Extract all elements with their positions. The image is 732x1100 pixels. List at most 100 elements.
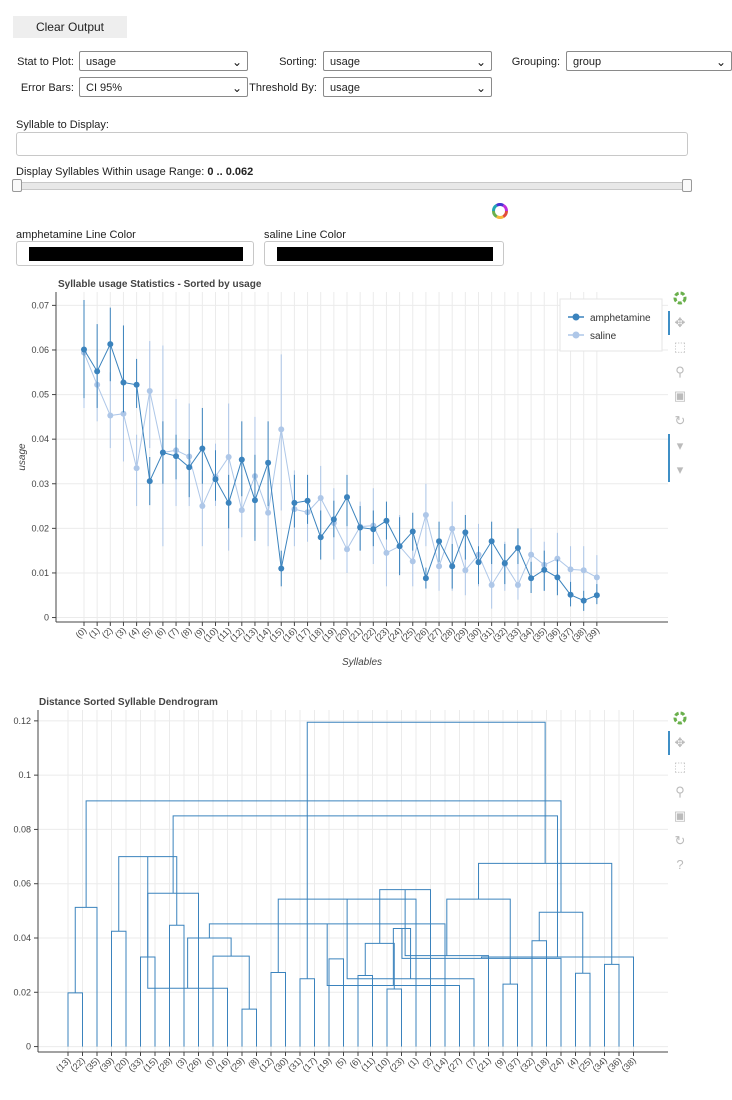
chevron-down-icon: ⌄: [715, 55, 726, 69]
syllable-display-input[interactable]: [16, 132, 688, 156]
data-point: [514, 581, 521, 588]
dendrogram-link: [446, 898, 511, 985]
dendrogram-link: [299, 978, 315, 1047]
range-slider-min-handle[interactable]: [12, 179, 22, 192]
range-slider-track[interactable]: [16, 182, 692, 190]
clear-output-button[interactable]: Clear Output: [13, 16, 127, 38]
hover-icon[interactable]: ▾: [676, 438, 684, 453]
chart-title: Distance Sorted Syllable Dendrogram: [39, 697, 218, 708]
help-icon[interactable]: ?: [676, 857, 684, 872]
amph-color-picker[interactable]: [16, 241, 254, 266]
stat-to-plot-select[interactable]: usage ⌄: [79, 51, 248, 71]
save-icon[interactable]: ▣: [673, 808, 687, 823]
data-point: [580, 597, 587, 604]
dendrogram-link: [328, 958, 344, 1047]
data-point: [475, 559, 482, 566]
data-point: [225, 454, 232, 460]
data-point: [554, 574, 561, 581]
dendrogram-chart[interactable]: Distance Sorted Syllable Dendrogram 0 0.02…: [0, 690, 668, 1100]
legend: amphetamine saline: [559, 298, 663, 352]
error-bars-select[interactable]: CI 95% ⌄: [79, 77, 248, 97]
data-point: [409, 558, 416, 565]
usage-statistics-chart[interactable]: Syllable usage Statistics - Sorted by us…: [0, 272, 668, 672]
active-tool-indicator: [668, 434, 670, 482]
dendrogram-link: [404, 889, 489, 1047]
wheel-zoom-icon[interactable]: ⚲: [675, 364, 685, 379]
data-point: [567, 591, 574, 598]
error-bars-label: Error Bars:: [20, 82, 74, 94]
saline-color-picker[interactable]: [264, 241, 504, 266]
y-tick-label: 0.07: [31, 300, 49, 310]
threshold-by-select[interactable]: usage ⌄: [323, 77, 492, 97]
dendrogram-link: [212, 955, 250, 1047]
wheel-zoom-icon[interactable]: ⚲: [675, 784, 685, 799]
reset-icon[interactable]: ↻: [674, 833, 686, 848]
data-point: [225, 499, 232, 506]
dendrogram-link: [502, 983, 518, 1047]
reset-icon[interactable]: ↻: [674, 413, 686, 428]
bokeh-logo-icon[interactable]: [673, 711, 687, 725]
data-point: [120, 410, 127, 417]
grouping-value: group: [573, 56, 602, 68]
pan-icon[interactable]: ✥: [674, 315, 686, 330]
y-tick-label: 0.03: [31, 479, 49, 489]
data-point: [212, 476, 219, 483]
saline-color-swatch: [277, 247, 493, 261]
data-point: [344, 546, 350, 553]
dendrogram-link: [480, 956, 634, 1047]
range-slider-label: Display Syllables Within usage Range: 0 …: [16, 166, 253, 178]
data-point: [449, 525, 456, 532]
data-point: [107, 412, 114, 419]
dendrogram-link: [364, 942, 395, 990]
dendrogram-link: [270, 971, 286, 1047]
save-icon[interactable]: ▣: [673, 388, 687, 403]
chevron-down-icon: ⌄: [475, 81, 486, 95]
data-point: [422, 575, 429, 582]
legend-label-amphetamine: amphetamine: [590, 313, 651, 324]
dendrogram-link: [241, 1008, 257, 1047]
data-point: [462, 529, 469, 536]
data-point: [330, 516, 337, 523]
data-point: [238, 507, 245, 514]
bokeh-logo-icon[interactable]: [492, 203, 508, 219]
threshold-by-label: Threshold By:: [249, 82, 317, 94]
y-tick-label: 0.04: [13, 933, 31, 943]
leaf-label: (26): [185, 1055, 203, 1073]
legend-label-saline: saline: [590, 331, 617, 342]
data-point: [409, 528, 416, 535]
data-point: [278, 565, 285, 572]
data-point: [81, 346, 87, 353]
dendrogram-link: [386, 988, 402, 1047]
dendrogram-link: [67, 992, 83, 1047]
chevron-down-icon: ⌄: [231, 81, 242, 95]
threshold-by-value: usage: [330, 82, 360, 94]
grouping-select[interactable]: group ⌄: [566, 51, 732, 71]
dendrogram-link: [111, 930, 127, 1047]
leaf-label: (28): [156, 1055, 174, 1073]
data-point: [488, 581, 495, 588]
data-point: [199, 503, 206, 510]
y-tick-label: 0: [44, 613, 49, 623]
data-point: [238, 456, 245, 463]
dendrogram-link: [306, 721, 546, 979]
data-point: [317, 534, 324, 541]
box-zoom-icon[interactable]: ⬚: [673, 759, 687, 774]
range-slider-max-handle[interactable]: [682, 179, 692, 192]
data-point: [528, 575, 535, 582]
hover-icon[interactable]: ▾: [676, 462, 684, 477]
leaf-label: (23): [388, 1055, 406, 1073]
y-tick-label: 0.06: [13, 879, 31, 889]
sorting-value: usage: [330, 56, 360, 68]
pan-icon[interactable]: ✥: [674, 735, 686, 750]
sorting-select[interactable]: usage ⌄: [323, 51, 492, 71]
box-zoom-icon[interactable]: ⬚: [673, 339, 687, 354]
bokeh-logo-icon[interactable]: [673, 291, 687, 305]
data-point: [567, 566, 574, 573]
data-point: [449, 563, 456, 570]
data-point: [159, 449, 166, 456]
sorting-label: Sorting:: [279, 56, 317, 68]
leaf-label: (24): [547, 1055, 565, 1073]
dendrogram-links: [67, 721, 634, 1047]
data-point: [133, 465, 140, 472]
data-point: [580, 567, 587, 574]
